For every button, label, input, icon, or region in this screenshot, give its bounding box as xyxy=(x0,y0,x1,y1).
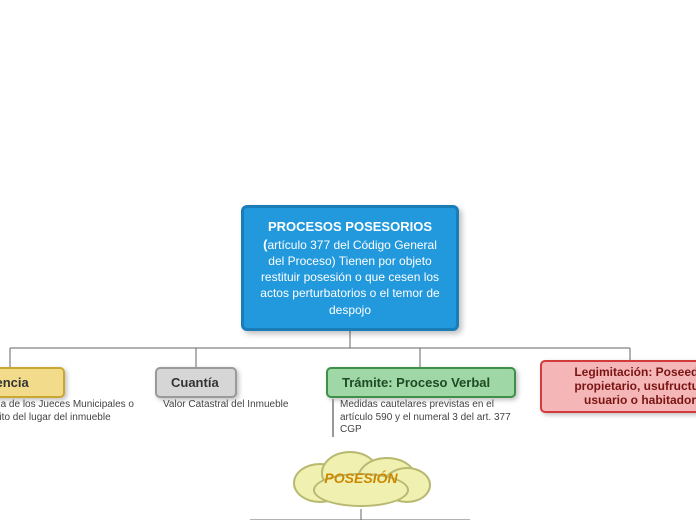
child-tramite: Trámite: Proceso Verbal xyxy=(326,367,516,398)
child-cuantia: Cuantía xyxy=(155,367,237,398)
cloud-node: POSESIÓN xyxy=(283,447,439,509)
child-competencia-desc: en cabeza de los Jueces Municipales o de… xyxy=(0,399,135,424)
root-node: PROCESOS POSESORIOS (artículo 377 del Có… xyxy=(241,205,459,331)
child-legitimacion: Legimitación: Poseedopropietario, usufru… xyxy=(540,360,696,413)
child-competencia: petencia xyxy=(0,367,65,398)
root-title-rest: artículo 377 del Código General del Proc… xyxy=(260,238,439,317)
cloud-label: POSESIÓN xyxy=(283,447,439,509)
diagram-canvas: PROCESOS POSESORIOS (artículo 377 del Có… xyxy=(0,0,696,520)
child-cuantia-desc: Valor Catastral del Inmueble xyxy=(163,399,323,412)
child-tramite-desc: Medidas cautelares previstas en el artíc… xyxy=(332,399,512,437)
